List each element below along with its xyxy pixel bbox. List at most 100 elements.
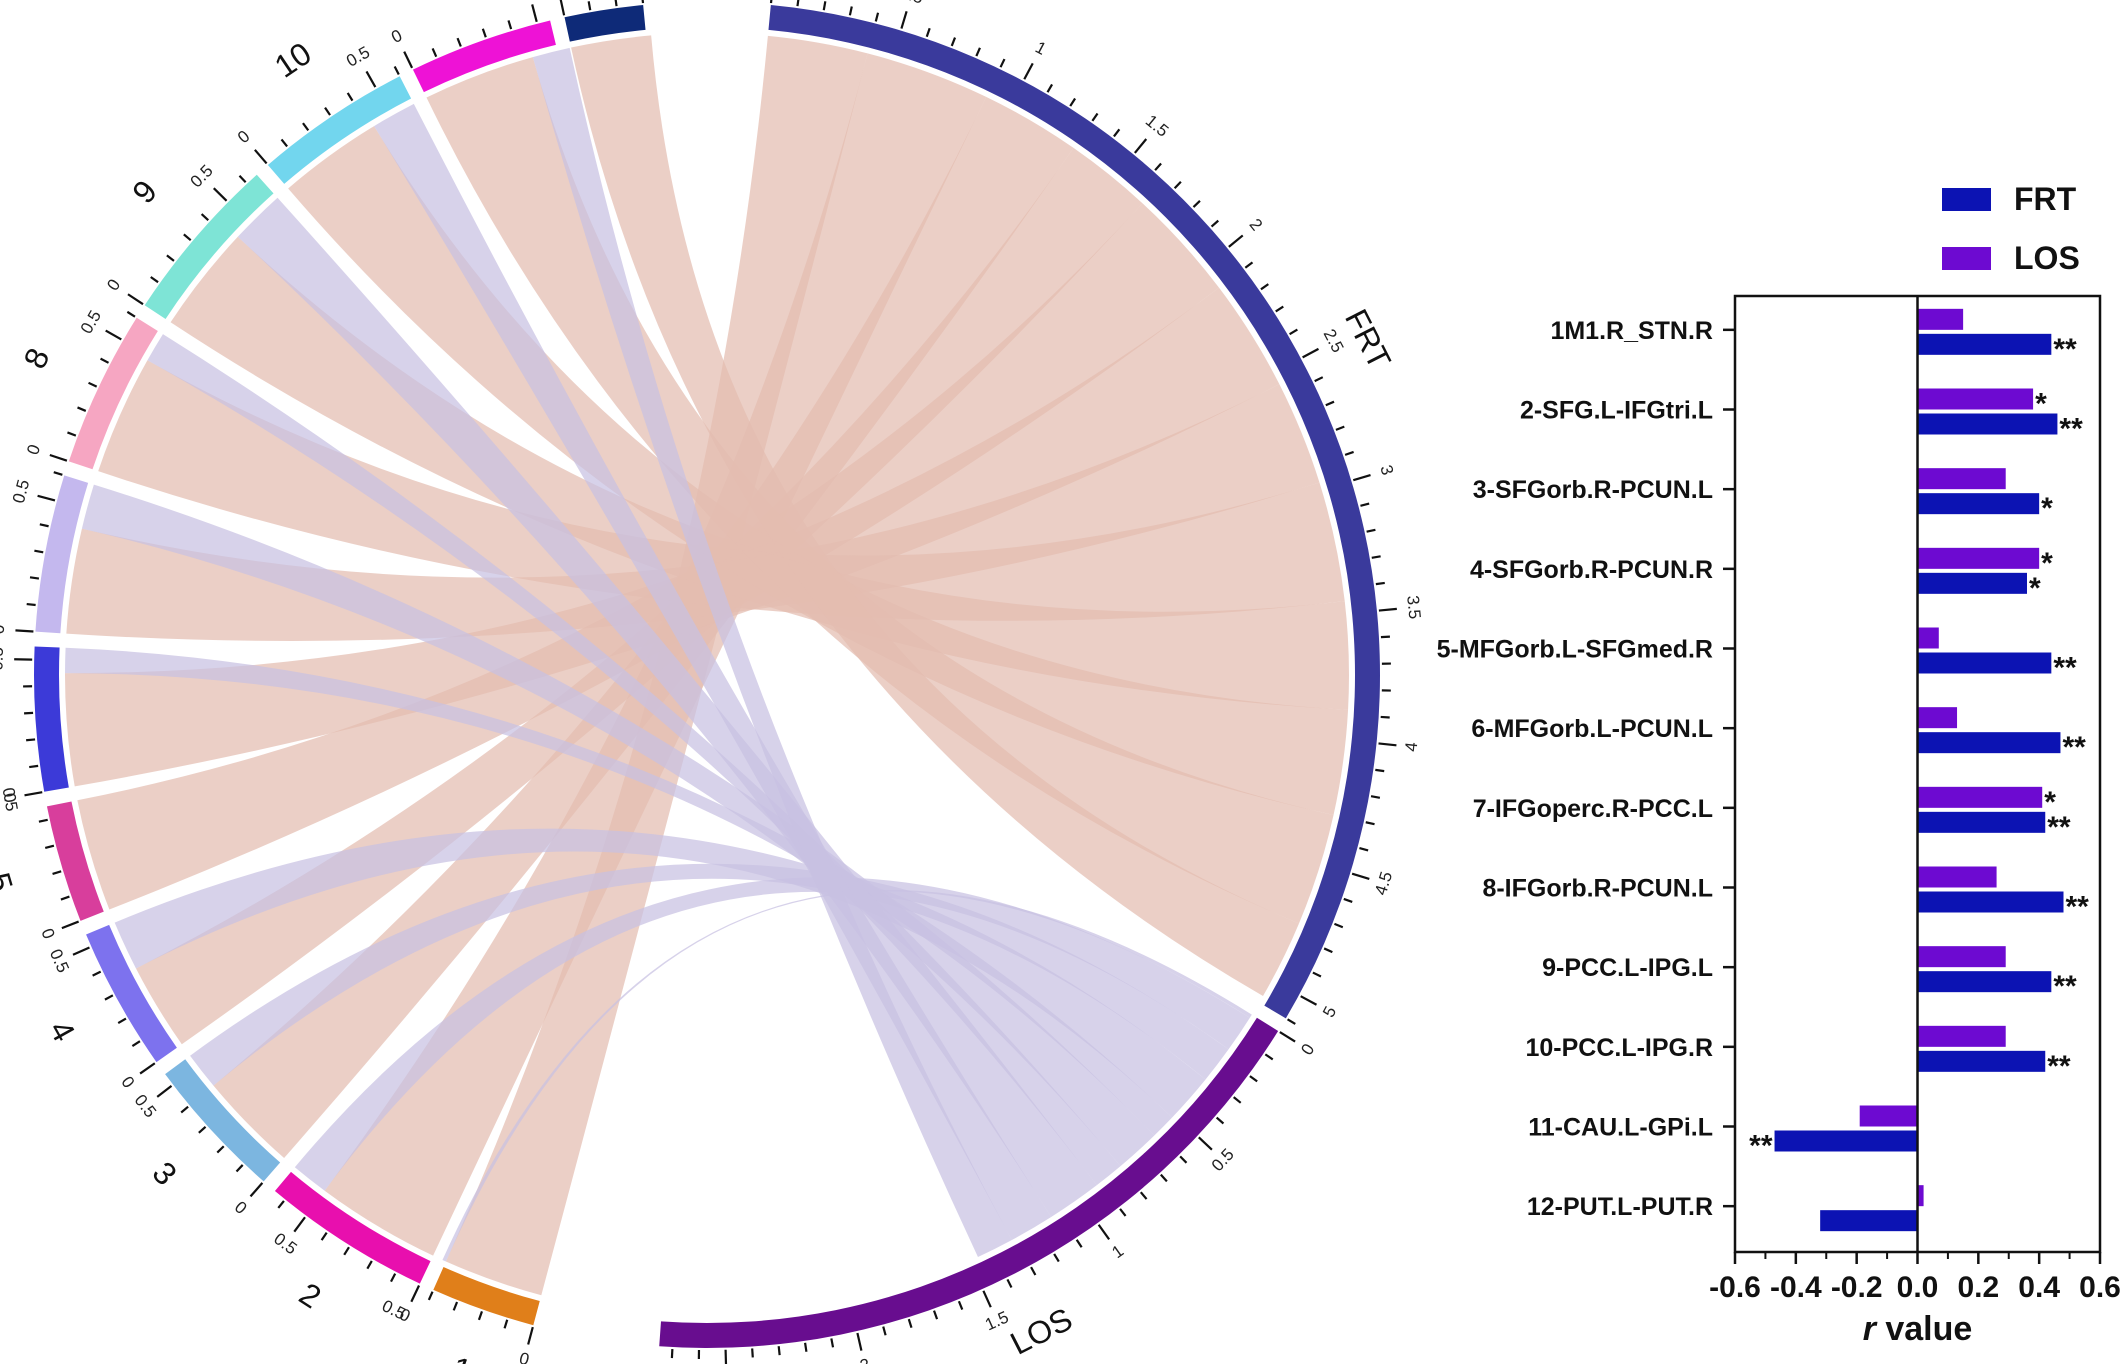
x-tick-label: -0.4 [1770, 1271, 1822, 1304]
chord-tick [1228, 234, 1244, 248]
chord-tick [324, 106, 331, 116]
chord-link-FRT-11 [426, 57, 1334, 924]
chord-tick [1323, 947, 1333, 954]
chord-segment-9 [144, 174, 274, 319]
x-tick-label: 0.6 [2079, 1271, 2121, 1304]
chord-tick-label: 0.5 [1208, 1145, 1238, 1175]
bars: *********************** [1749, 308, 2090, 1232]
significance-label: ** [2059, 413, 2083, 446]
chord-tick [49, 453, 68, 462]
chord-tick [1286, 1018, 1296, 1025]
bar-LOS-8 [1917, 866, 1997, 888]
legend: FRT LOS [1942, 181, 2080, 276]
x-axis-title-symbol: r [1863, 1310, 1878, 1348]
chord-tick [1119, 1208, 1127, 1217]
chord-tick [150, 276, 159, 284]
chord-tick [1113, 128, 1121, 138]
chord-tick [216, 1145, 225, 1154]
significance-label: * [2044, 786, 2056, 819]
chord-tick [1006, 1278, 1013, 1288]
chord-segment-6 [33, 646, 69, 792]
chord-segment-label-1: 1 [447, 1349, 476, 1364]
chord-tick [804, 1342, 808, 1352]
chord-tick-label: 3.5 [1403, 595, 1424, 620]
bar-LOS-10 [1917, 1025, 2006, 1047]
chord-tick [1075, 1239, 1083, 1248]
y-tick-label: 9-PCC.L-IPG.L [1542, 954, 1713, 982]
chord-tick [1069, 97, 1077, 107]
chord-tick [1139, 1191, 1148, 1200]
chord-link-FRT-12 [571, 35, 1299, 996]
bar-FRT-10 [1917, 1050, 2046, 1072]
chord-tick [100, 357, 110, 364]
chord-tick-label: 0.5 [131, 1091, 160, 1121]
chord-tick [907, 1318, 913, 1329]
chord-segment-FRT [768, 5, 1381, 1019]
chord-tick [254, 149, 268, 165]
chord-segment-label-4: 4 [42, 1014, 82, 1047]
chord-segments [33, 5, 1381, 1348]
chord-tick [293, 1216, 306, 1233]
chord-tick-label: 0.5 [187, 161, 217, 191]
chord-tick [1365, 821, 1375, 826]
chord-segment-label-3: 3 [145, 1155, 184, 1192]
chord-tick [183, 233, 192, 242]
chord-tick [957, 1300, 964, 1310]
x-tick-label: 0.4 [2018, 1271, 2060, 1304]
y-tick-label: 4-SFGorb.R-PCUN.R [1470, 556, 1713, 584]
y-tick-label: 5-MFGorb.L-SFGmed.R [1437, 636, 1713, 664]
significance-label: ** [2062, 731, 2086, 764]
chord-tick [1334, 922, 1344, 929]
chord-segment-label-8: 8 [16, 342, 56, 373]
chord-segment-label-5: 5 [0, 869, 20, 896]
significance-label: ** [2047, 1050, 2071, 1083]
chord-tick [92, 970, 102, 977]
chord-tick-label: 2.5 [1320, 326, 1348, 356]
chord-tick [481, 28, 487, 38]
chord-tick-label: 0 [37, 926, 58, 942]
chord-tick [1375, 581, 1385, 586]
chord-tick [77, 406, 87, 412]
chord-tick [531, 4, 538, 23]
y-tick-label: 12-PUT.L-PUT.R [1527, 1193, 1713, 1221]
chord-tick [527, 1326, 534, 1345]
chord-tick [1275, 305, 1284, 313]
chord-tick [105, 329, 122, 341]
chord-tick-label: 3 [1376, 463, 1397, 478]
y-tick-label: 7-IFGoperc.R-PCC.L [1473, 795, 1713, 823]
chord-tick [950, 37, 957, 47]
chord-segment-4 [86, 924, 177, 1063]
chord-tick [507, 20, 513, 30]
chord-tick [346, 92, 354, 102]
chord-segment-LOS [659, 1017, 1279, 1348]
bar-FRT-2 [1917, 413, 2058, 435]
chord-segment-3 [165, 1059, 281, 1182]
chord-segment-11 [412, 20, 556, 93]
chord-tick [1380, 635, 1390, 639]
chord-tick [900, 11, 908, 29]
chord-tick-label: 0 [388, 26, 405, 47]
chord-tick [249, 1182, 264, 1198]
chord-tick [1370, 795, 1381, 799]
chord-link-LOS-10 [374, 103, 1052, 1240]
x-tick-label: -0.6 [1709, 1271, 1761, 1304]
chord-segment-10 [267, 76, 412, 184]
chord-tick-label: 0.5 [77, 307, 105, 337]
chord-tick [1046, 83, 1054, 93]
bar-LOS-4 [1917, 547, 2040, 569]
chord-tick [39, 523, 49, 528]
chord-tick [1160, 1173, 1168, 1183]
chord-tick [1249, 1075, 1258, 1083]
bar-FRT-12 [1820, 1210, 1918, 1232]
chord-tick [587, 1, 592, 11]
legend-label-LOS: LOS [2014, 240, 2080, 276]
chord-tick-label: 0 [103, 276, 124, 294]
chord-tick [72, 946, 90, 956]
chord-tick [1198, 1136, 1213, 1151]
significance-label: ** [2066, 891, 2090, 924]
chord-tick [1232, 1096, 1242, 1104]
chord-diagram: 00.511.522.533.544.5500.511.522.500.500.… [0, 0, 1424, 1364]
chord-tick-label: 2 [858, 1355, 871, 1364]
chord-tick [456, 37, 462, 47]
